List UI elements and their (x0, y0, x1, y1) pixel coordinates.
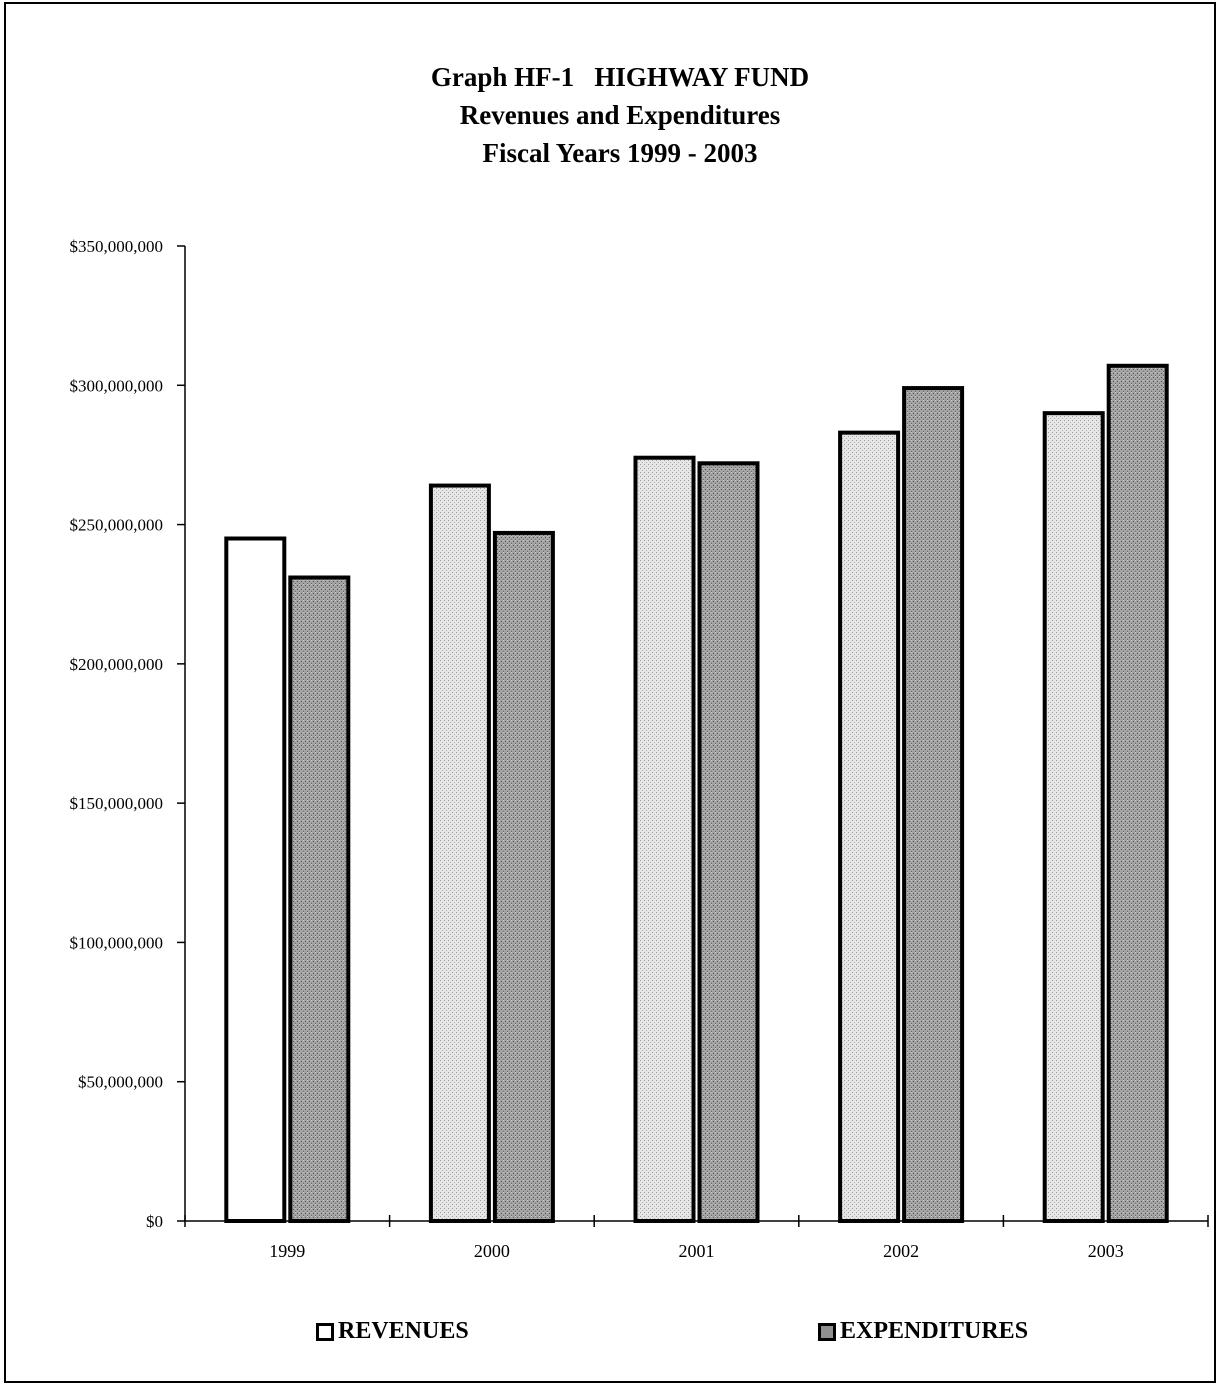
y-tick-label: $50,000,000 (78, 1073, 163, 1092)
legend-swatch-revenues (316, 1322, 334, 1341)
bar-expenditures-2000 (492, 530, 555, 1223)
y-tick-label: $100,000,000 (70, 933, 164, 952)
axis-labels: $0 $50,000,000 $100,000,000 $150,000,000 $20… (70, 237, 1124, 1261)
chart-frame (4, 2, 1216, 1383)
legend-label-expenditures: EXPENDITURES (840, 1318, 1029, 1344)
legend-swatch-expenditures (818, 1322, 836, 1341)
title-line-3: Fiscal Years 1999 - 2003 (482, 138, 758, 168)
title-line-2: Revenues and Expenditures (459, 100, 781, 130)
y-tick-label: $250,000,000 (70, 516, 164, 535)
axes (177, 245, 1209, 1227)
y-tick-label: $0 (146, 1212, 163, 1231)
title-line-1: Graph HF-1 HIGHWAY FUND (430, 62, 810, 92)
bar-revenues-1999 (224, 536, 287, 1223)
legend-revenues: REVENUES (316, 1318, 469, 1345)
x-tick-label: 1999 (269, 1241, 305, 1261)
legend-expenditures: EXPENDITURES (818, 1318, 1028, 1345)
bar-revenues-2000 (428, 483, 491, 1224)
y-tick-label: $150,000,000 (70, 794, 164, 813)
bar-expenditures-2003 (1106, 363, 1169, 1223)
chart-title: Graph HF-1 HIGHWAY FUND Revenues and Exp… (0, 58, 1221, 172)
y-tick-label: $350,000,000 (70, 237, 164, 256)
bar-revenues-2002 (838, 430, 901, 1223)
bar-revenues-2001 (633, 455, 696, 1223)
legend-label-revenues: REVENUES (338, 1318, 469, 1344)
x-tick-label: 2003 (1088, 1241, 1124, 1261)
bar-expenditures-2001 (697, 461, 760, 1223)
y-tick-label: $200,000,000 (70, 655, 164, 674)
x-tick-label: 2000 (474, 1241, 510, 1261)
bar-expenditures-1999 (288, 575, 351, 1223)
x-tick-label: 2001 (679, 1241, 715, 1261)
x-tick-label: 2002 (883, 1241, 919, 1261)
bar-expenditures-2002 (902, 386, 965, 1224)
bar-revenues-2003 (1042, 411, 1105, 1223)
bars (224, 363, 1169, 1224)
y-tick-label: $300,000,000 (70, 376, 164, 395)
